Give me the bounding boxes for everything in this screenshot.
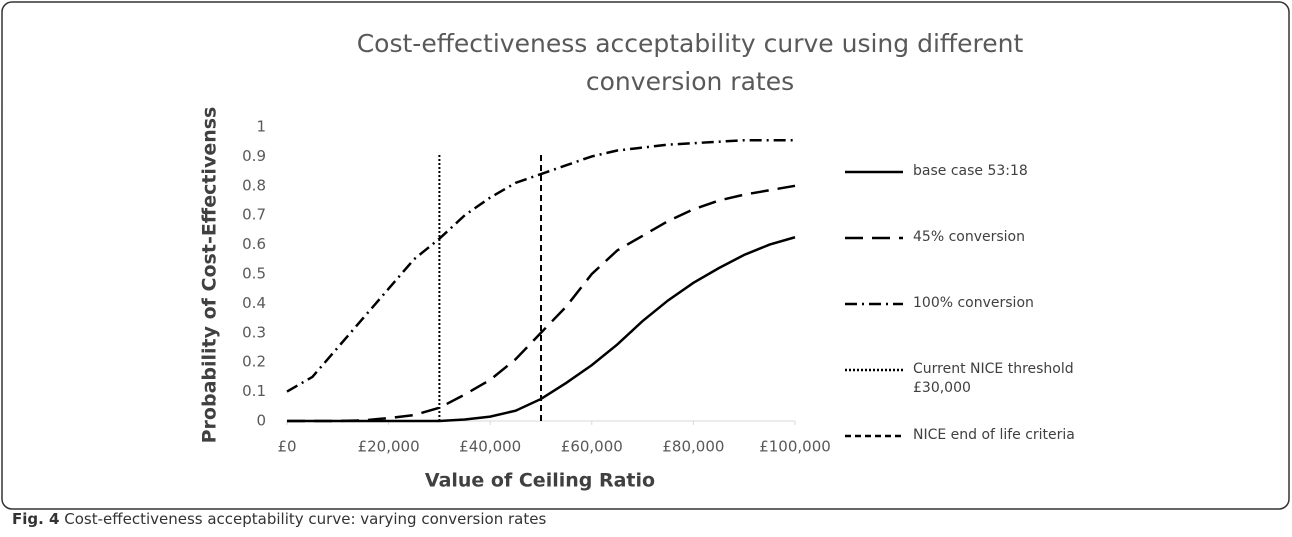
y-tick-label: 1 (256, 118, 266, 136)
series-line (286, 138, 795, 393)
x-tick-label: £0 (277, 438, 296, 456)
legend-swatch (845, 368, 903, 372)
legend-item: Current NICE threshold £30,000 (845, 348, 1145, 414)
x-tick-label: £100,000 (759, 438, 831, 456)
caption-text: Cost-effectiveness acceptability curve: … (64, 510, 547, 528)
y-tick-label: 0.7 (242, 206, 266, 224)
x-axis-label: Value of Ceiling Ratio (425, 470, 655, 492)
y-tick-label: 0 (256, 412, 266, 430)
legend-item: 100% conversion (845, 282, 1145, 348)
y-tick-label: 0.5 (242, 265, 266, 283)
y-tick-label: 0.8 (242, 176, 266, 194)
x-tick-label: £40,000 (459, 438, 521, 456)
y-tick-label: 0.1 (242, 382, 266, 400)
y-tick-label: 0.4 (242, 294, 266, 312)
legend-swatch (845, 302, 903, 306)
legend-label: 100% conversion (913, 295, 1034, 311)
legend-label: 45% conversion (913, 229, 1025, 245)
legend-swatch (845, 236, 903, 240)
legend-label: Current NICE threshold £30,000 (913, 361, 1074, 396)
y-tick-label: 0.9 (242, 147, 266, 165)
y-tick-label: 0.3 (242, 323, 266, 341)
legend-item: base case 53:18 (845, 150, 1145, 216)
caption: Fig. 4 Cost-effectiveness acceptability … (12, 510, 546, 528)
legend: base case 53:18 45% conversion 100% conver… (845, 150, 1145, 480)
legend-label: base case 53:18 (913, 163, 1028, 179)
caption-label: Fig. 4 (12, 510, 60, 528)
x-tick-label: £80,000 (662, 438, 724, 456)
x-tick-label: £20,000 (358, 438, 420, 456)
chart-title: Cost-effectiveness acceptability curve u… (357, 29, 1024, 96)
y-tick-label: 0.6 (242, 235, 266, 253)
y-tick-label: 0.2 (242, 353, 266, 371)
legend-item: NICE end of life criteria (845, 414, 1145, 480)
y-axis-label: Probability of Cost-Effectivenss (199, 107, 221, 444)
legend-swatch (845, 434, 903, 438)
frame (1, 1, 1290, 510)
legend-item: 45% conversion (845, 216, 1145, 282)
x-tick-label: £60,000 (561, 438, 623, 456)
legend-swatch (845, 170, 903, 174)
legend-label: NICE end of life criteria (913, 427, 1075, 443)
series-line (287, 184, 796, 423)
